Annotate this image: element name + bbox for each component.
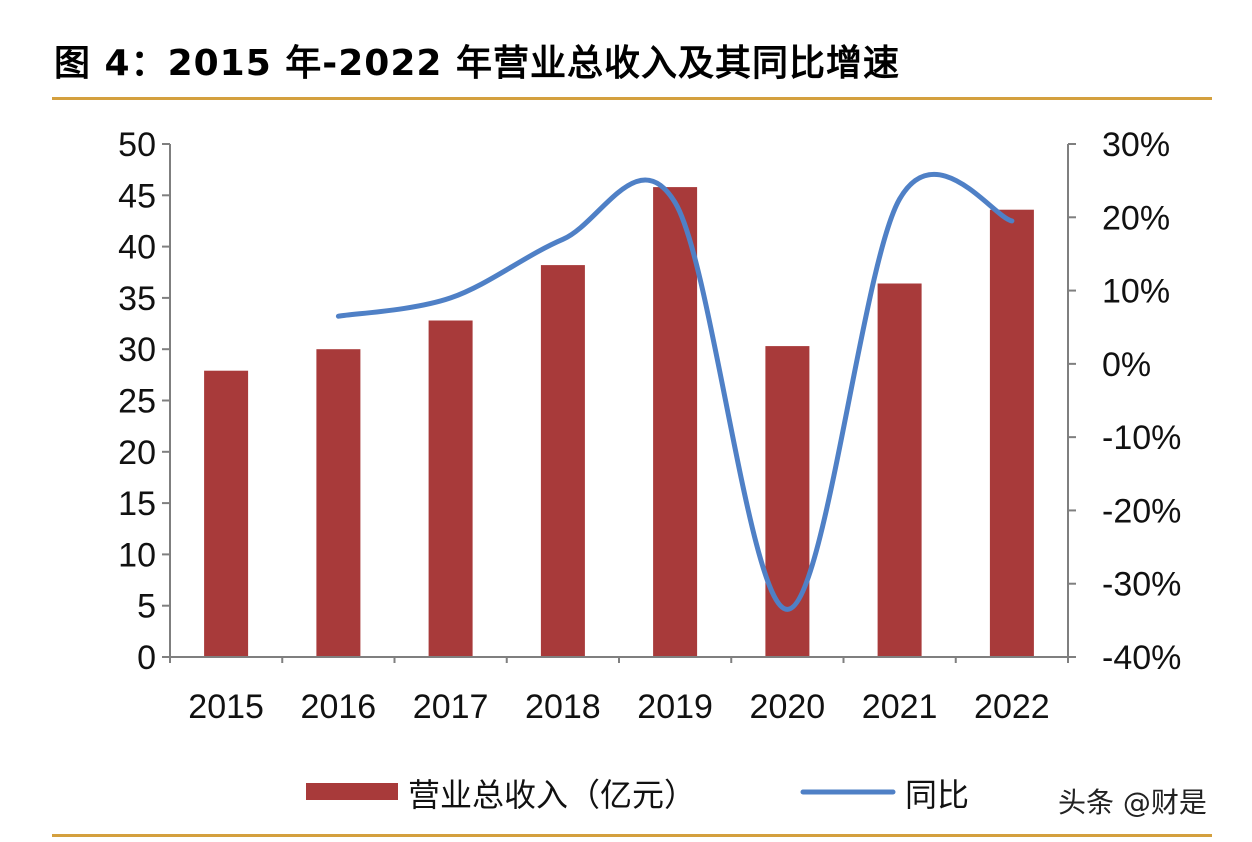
x-tick-label-2018: 2018 [525,688,601,726]
x-tick-label-2021: 2021 [862,688,938,726]
left-tick-label: 35 [118,280,156,318]
bar-2022 [989,209,1034,657]
x-tick-label-2019: 2019 [637,688,713,726]
labels-layer: 0 5 10 15 20 25 30 35 40 45 50 -40% -30% -20% -10% 0% 10… [118,126,1181,726]
chart-title: 图 4：2015 年-2022 年营业总收入及其同比增速 [54,43,900,84]
bar-2017 [428,320,473,657]
watermark: 头条 @财是 [1058,786,1207,819]
left-tick-label: 0 [137,639,156,677]
right-tick-label: -40% [1102,639,1181,677]
bar-2021 [877,283,922,657]
yoy-line [335,171,1015,612]
right-tick-label: -10% [1102,419,1181,457]
x-tick-label-2016: 2016 [301,688,377,726]
right-tick-label: -20% [1102,492,1181,530]
left-tick-label: 10 [118,536,156,574]
left-tick-label: 25 [118,383,156,421]
left-tick-label: 50 [118,126,156,164]
bars-layer [204,187,1034,657]
legend-label-revenue: 营业总收入（亿元） [408,776,696,814]
bottom-rule [52,834,1212,837]
right-tick-label: 20% [1102,199,1170,237]
line-layer [335,171,1015,612]
legend: 营业总收入（亿元） 同比 [306,776,969,814]
right-tick-label: 30% [1102,126,1170,164]
x-tick-label-2017: 2017 [413,688,489,726]
axes-layer [162,143,1076,663]
x-tick-label-2015: 2015 [188,688,264,726]
x-tick-label-2022: 2022 [974,688,1050,726]
left-tick-label: 45 [118,177,156,215]
left-tick-label: 30 [118,331,156,369]
left-tick-label: 15 [118,485,156,523]
right-tick-label: 10% [1102,273,1170,311]
right-tick-label: 0% [1102,346,1151,384]
left-tick-label: 20 [118,434,156,472]
right-tick-label: -30% [1102,566,1181,604]
bar-2020 [765,346,810,657]
legend-label-yoy: 同比 [905,776,969,814]
top-rule [52,97,1212,100]
bar-2015 [204,370,249,657]
left-tick-label: 40 [118,229,156,267]
bar-2018 [540,265,585,657]
legend-bar-swatch [306,783,398,800]
bar-2016 [316,349,361,657]
left-tick-label: 5 [137,588,156,626]
bar-2019 [653,187,698,657]
x-tick-label-2020: 2020 [750,688,826,726]
